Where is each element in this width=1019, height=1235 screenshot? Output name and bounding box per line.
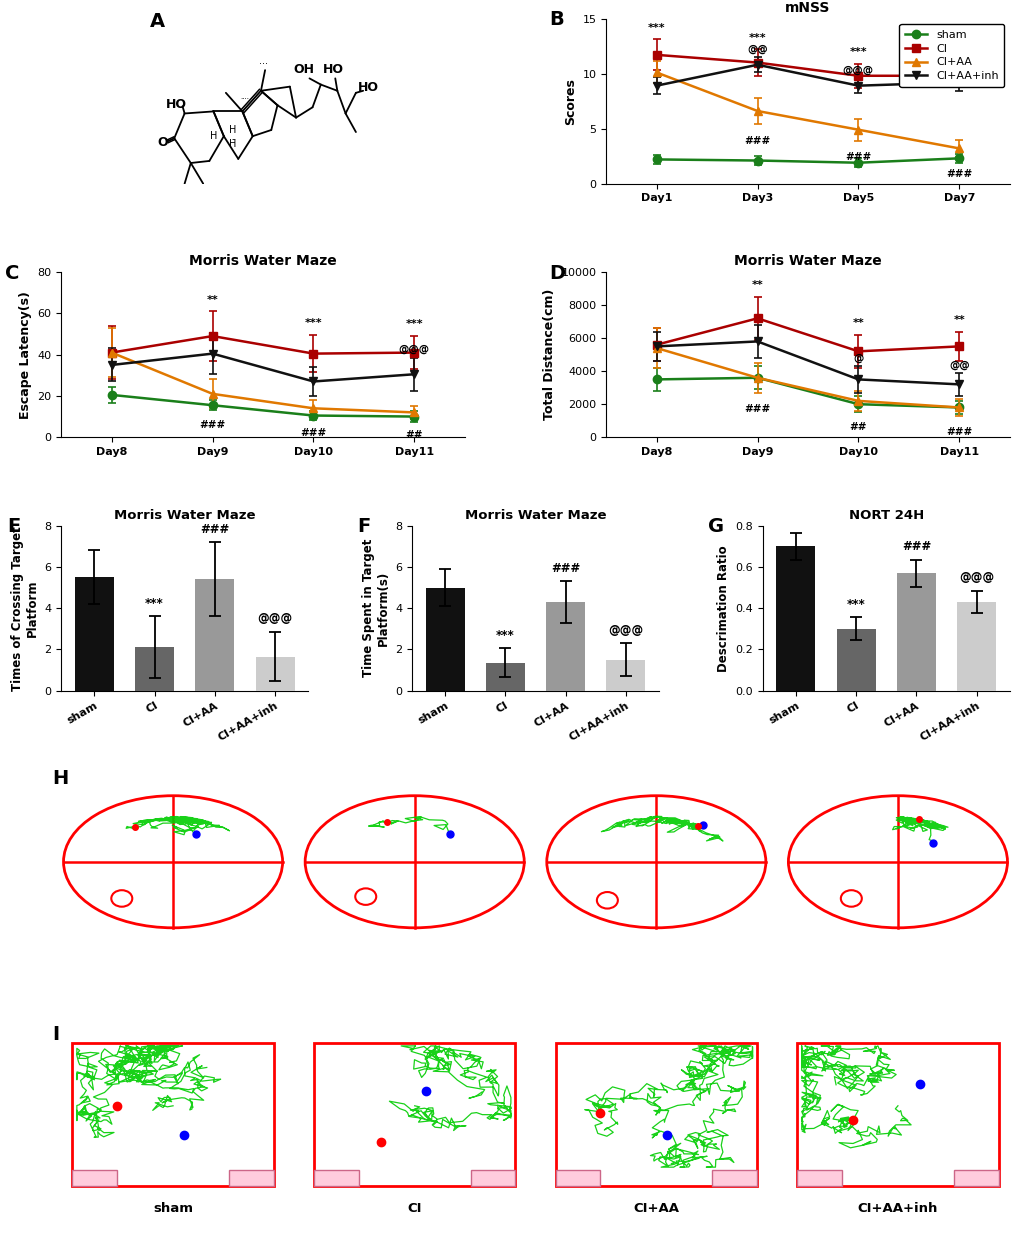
Text: A: A (150, 12, 164, 31)
Text: **: ** (207, 295, 218, 305)
Text: ...: ... (258, 56, 267, 65)
Bar (485, 663, 525, 690)
Bar (775, 546, 814, 690)
Text: D: D (549, 264, 566, 283)
Text: ###: ### (845, 152, 870, 162)
Y-axis label: Descrimation Ratio: Descrimation Ratio (716, 545, 729, 672)
Title: Morris Water Maze: Morris Water Maze (465, 509, 605, 521)
Title: Morris Water Maze: Morris Water Maze (734, 254, 881, 268)
Text: @@: @@ (746, 43, 767, 54)
Title: mNSS: mNSS (785, 0, 829, 15)
Bar (953, 1170, 998, 1186)
Text: ###: ### (946, 169, 971, 179)
Text: @@@: @@@ (607, 624, 643, 637)
Bar (314, 1170, 359, 1186)
Bar (229, 1170, 273, 1186)
Text: I: I (52, 1025, 59, 1044)
Bar (195, 579, 234, 690)
Text: ***: *** (950, 48, 967, 58)
Text: ***: *** (305, 319, 322, 329)
Text: ***: *** (145, 597, 164, 610)
Text: ***: *** (846, 598, 865, 611)
Y-axis label: Total Distance(cm): Total Distance(cm) (542, 289, 555, 420)
Text: **: ** (852, 319, 863, 329)
Title: NORT 24H: NORT 24H (848, 509, 923, 521)
Text: H̄: H̄ (229, 140, 236, 149)
Text: **: ** (953, 315, 964, 325)
Legend: sham, CI, CI+AA, CI+AA+inh: sham, CI, CI+AA, CI+AA+inh (899, 23, 1004, 86)
Y-axis label: Escape Latency(s): Escape Latency(s) (18, 290, 32, 419)
Bar (545, 601, 585, 690)
Text: **: ** (751, 280, 762, 290)
Bar (72, 1044, 273, 1186)
Bar (711, 1170, 756, 1186)
Text: @@@: @@@ (943, 61, 974, 70)
Text: ###: ### (200, 420, 225, 430)
Text: HO: HO (166, 98, 186, 111)
Bar (956, 601, 996, 690)
Text: @@@: @@@ (842, 64, 873, 74)
Text: B: B (549, 10, 564, 30)
Title: Morris Water Maze: Morris Water Maze (189, 254, 336, 268)
Bar (314, 1044, 515, 1186)
Bar (797, 1044, 998, 1186)
Text: CI: CI (407, 1202, 422, 1214)
Bar (425, 588, 465, 690)
Y-axis label: Times of Crossing Target
Platform: Times of Crossing Target Platform (11, 526, 39, 690)
Text: O: O (157, 136, 167, 149)
Text: OH: OH (293, 63, 315, 77)
Text: H: H (229, 125, 236, 135)
Text: ###: ### (744, 404, 770, 414)
Text: ***: *** (748, 33, 765, 43)
Text: G: G (708, 517, 723, 536)
Text: ###: ### (744, 136, 770, 146)
Bar (555, 1170, 600, 1186)
Text: H: H (210, 131, 217, 141)
Text: sham: sham (153, 1202, 193, 1214)
Bar (135, 647, 174, 690)
Text: ##: ## (849, 422, 866, 432)
Bar (256, 657, 294, 690)
Text: ***: *** (406, 320, 423, 330)
Text: H: H (52, 769, 68, 788)
Text: ***: *** (495, 629, 515, 642)
Bar (836, 629, 875, 690)
Text: F: F (358, 517, 371, 536)
Text: ###: ### (300, 429, 326, 438)
Text: @@@: @@@ (398, 345, 430, 354)
Bar (555, 1044, 756, 1186)
Text: ***: *** (647, 22, 664, 33)
Title: Morris Water Maze: Morris Water Maze (114, 509, 255, 521)
Text: E: E (7, 517, 20, 536)
Bar (74, 577, 114, 690)
Text: HO: HO (358, 80, 378, 94)
Y-axis label: Scores: Scores (564, 78, 577, 125)
Text: @@@: @@@ (958, 571, 994, 584)
Text: C: C (5, 264, 19, 283)
Text: ###: ### (550, 562, 580, 574)
Text: ##: ## (406, 430, 423, 440)
Text: @@@: @@@ (257, 613, 292, 625)
Text: @@: @@ (948, 359, 969, 369)
Y-axis label: Time Spent in Target
Platform(s): Time Spent in Target Platform(s) (361, 538, 389, 677)
Text: CI+AA+inh: CI+AA+inh (857, 1202, 937, 1214)
Bar (470, 1170, 515, 1186)
Bar (72, 1170, 117, 1186)
Text: ###: ### (946, 427, 971, 437)
Text: HO: HO (322, 63, 343, 77)
Text: ....: .... (239, 94, 249, 100)
Text: ***: *** (849, 47, 866, 57)
Text: CI+AA: CI+AA (633, 1202, 679, 1214)
Bar (605, 659, 645, 690)
Text: @: @ (853, 353, 863, 363)
Bar (896, 573, 935, 690)
Bar (797, 1170, 841, 1186)
Text: ###: ### (901, 540, 930, 553)
Text: ###: ### (200, 522, 229, 536)
